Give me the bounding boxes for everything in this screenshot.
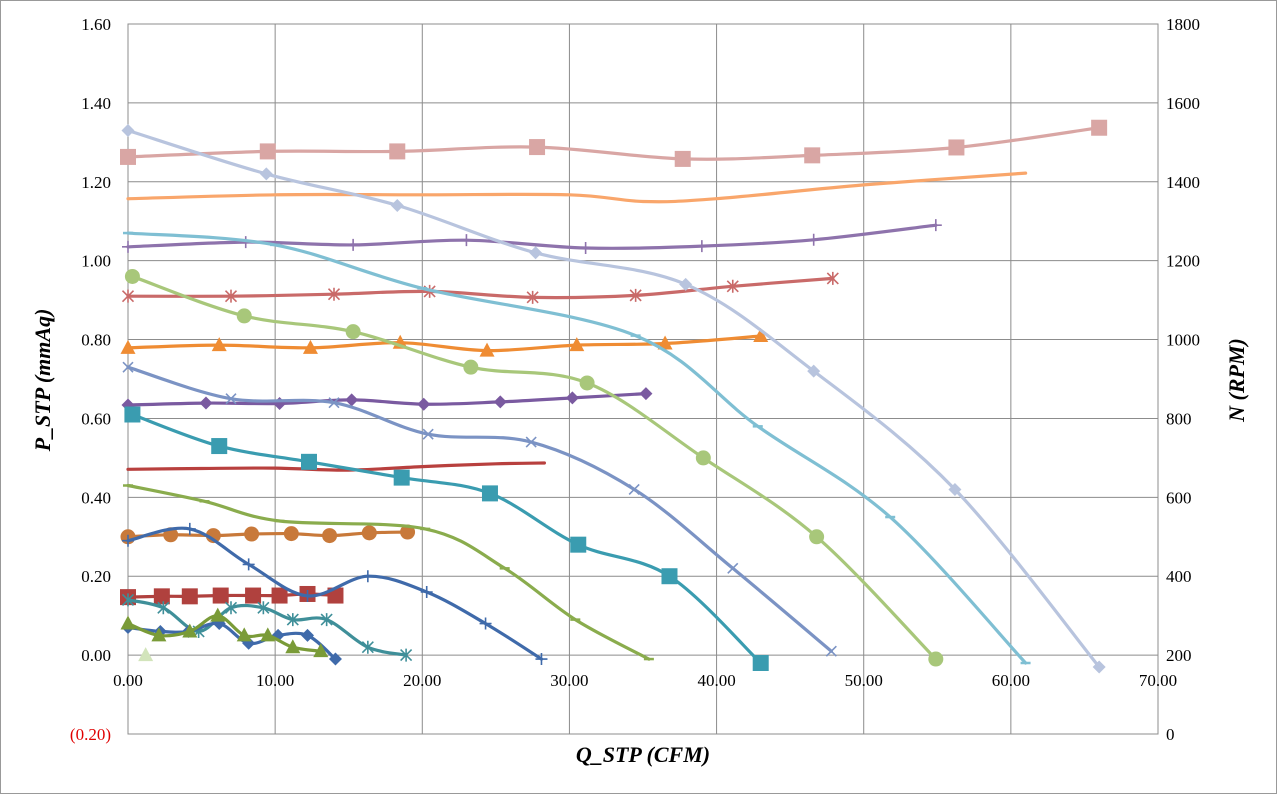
y2-tick-label: 600 [1166, 488, 1192, 507]
x-tick-label: 0.00 [113, 671, 143, 690]
data-point [272, 588, 288, 604]
data-point [394, 470, 410, 486]
y-tick-label: 1.60 [81, 15, 111, 34]
y2-tick-label: 0 [1166, 725, 1175, 744]
data-point [804, 147, 820, 163]
y2-tick-label: 1200 [1166, 252, 1200, 271]
data-point [1091, 120, 1107, 136]
x-tick-label: 40.00 [697, 671, 735, 690]
data-point [580, 375, 595, 390]
y-tick-label: 1.40 [81, 94, 111, 113]
data-point [696, 450, 711, 465]
data-point [124, 407, 140, 423]
y2-tick-label: 200 [1166, 646, 1192, 665]
x-axis-title: Q_STP (CFM) [576, 742, 710, 767]
data-point [362, 525, 377, 540]
data-point [753, 655, 769, 671]
data-point [570, 537, 586, 553]
data-point [182, 588, 198, 604]
data-point [675, 151, 691, 167]
data-point [389, 143, 405, 159]
x-tick-label: 50.00 [845, 671, 883, 690]
y-tick-label: (0.20) [70, 725, 111, 744]
data-point [948, 139, 964, 155]
data-point [463, 360, 478, 375]
data-point [661, 568, 677, 584]
y2-tick-label: 800 [1166, 409, 1192, 428]
data-point [928, 652, 943, 667]
y2-tick-label: 1000 [1166, 331, 1200, 350]
y2-tick-label: 400 [1166, 567, 1192, 586]
data-point [120, 149, 136, 165]
data-point [213, 588, 229, 604]
y-tick-label: 0.40 [81, 488, 111, 507]
data-point [482, 485, 498, 501]
data-point [322, 528, 337, 543]
y-tick-label: 0.00 [81, 646, 111, 665]
data-point [301, 454, 317, 470]
y-tick-label: 0.20 [81, 567, 111, 586]
data-point [284, 526, 299, 541]
y2-tick-label: 1400 [1166, 173, 1200, 192]
y2-tick-label: 1800 [1166, 15, 1200, 34]
data-point [244, 527, 259, 542]
y2-axis-title: N (RPM) [1224, 338, 1249, 423]
data-point [260, 143, 276, 159]
y-tick-label: 0.80 [81, 331, 111, 350]
x-tick-label: 60.00 [992, 671, 1030, 690]
x-tick-label: 20.00 [403, 671, 441, 690]
data-point [237, 308, 252, 323]
data-point [346, 324, 361, 339]
data-point [125, 269, 140, 284]
data-point [809, 529, 824, 544]
data-point [154, 588, 170, 604]
y2-tick-label: 1600 [1166, 94, 1200, 113]
x-tick-label: 10.00 [256, 671, 294, 690]
data-point [245, 588, 261, 604]
y-axis-title: P_STP (mmAq) [30, 309, 55, 453]
y-tick-label: 0.60 [81, 409, 111, 428]
data-point [529, 139, 545, 155]
data-point [211, 438, 227, 454]
x-tick-label: 70.00 [1139, 671, 1177, 690]
y-tick-label: 1.00 [81, 252, 111, 271]
y-tick-label: 1.20 [81, 173, 111, 192]
x-tick-label: 30.00 [550, 671, 588, 690]
